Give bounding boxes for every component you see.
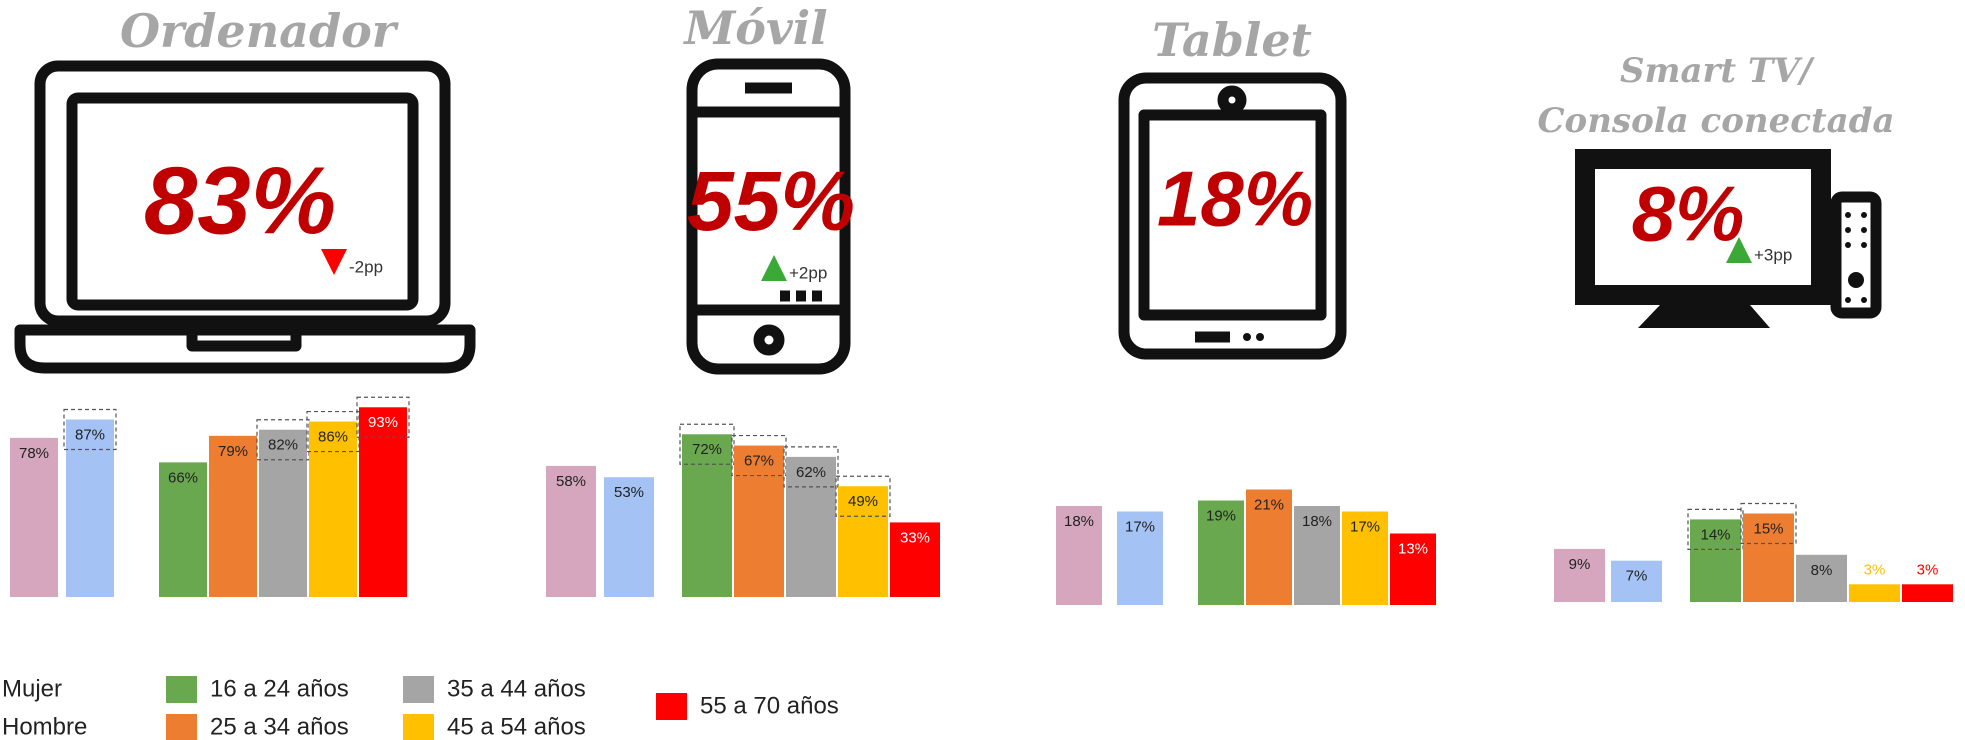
bar — [1611, 560, 1662, 602]
value-label: 18% — [1302, 513, 1332, 530]
dot — [1256, 333, 1264, 341]
value-label: 33% — [900, 529, 930, 546]
highlight-box — [356, 396, 410, 438]
value-label: 3% — [1864, 561, 1886, 578]
bar — [159, 462, 207, 597]
highlight-box — [783, 446, 839, 488]
bar — [682, 434, 732, 597]
device-title: Smart TV/ — [1620, 51, 1816, 91]
legend-label: 45 a 54 años — [447, 713, 586, 740]
device-title: Ordenador — [120, 4, 400, 58]
bar — [209, 435, 257, 597]
change-label: +2pp — [789, 263, 827, 282]
highlight-box — [1687, 508, 1744, 550]
headline-value: 83% — [144, 147, 336, 254]
bar — [838, 486, 888, 597]
device-title: Consola conectada — [1537, 101, 1894, 141]
bar — [1690, 519, 1741, 602]
bar — [1056, 506, 1102, 605]
bar — [309, 421, 357, 597]
bar — [1117, 511, 1163, 605]
bar — [1390, 533, 1436, 605]
bar — [1342, 511, 1388, 605]
bar — [1246, 489, 1292, 605]
value-label: 7% — [1626, 568, 1648, 585]
value-label: 14% — [1700, 526, 1730, 543]
value-label: 78% — [19, 445, 49, 462]
value-label: 17% — [1350, 518, 1380, 535]
value-label: 72% — [692, 441, 722, 458]
value-label: 19% — [1206, 507, 1236, 524]
bar — [66, 419, 114, 597]
highlight-box — [835, 475, 891, 517]
change-label: +3pp — [1754, 245, 1792, 264]
legend-label: 55 a 70 años — [700, 692, 839, 719]
value-label: 9% — [1569, 556, 1591, 573]
legend-swatch — [166, 676, 197, 703]
bar — [1554, 548, 1605, 602]
bar — [1796, 554, 1847, 602]
legend-swatch — [166, 714, 197, 740]
bar — [1902, 584, 1953, 602]
headline-value: 18% — [1157, 155, 1313, 243]
bar — [734, 445, 784, 597]
value-label: 66% — [168, 469, 198, 486]
bar — [786, 456, 836, 597]
device-title: Tablet — [1152, 13, 1312, 67]
change-down — [321, 249, 347, 275]
bar — [1743, 513, 1794, 602]
legend-label: 16 a 24 años — [210, 675, 349, 702]
legend-label: Hombre — [2, 713, 87, 740]
value-label: 18% — [1064, 513, 1094, 530]
value-label: 13% — [1398, 540, 1428, 557]
tablet-icon — [1118, 72, 1347, 360]
bar — [1294, 506, 1340, 605]
legend-swatch — [403, 714, 434, 740]
bar — [1198, 500, 1244, 605]
bar — [546, 465, 596, 597]
value-label: 93% — [368, 414, 398, 431]
value-label: 8% — [1811, 562, 1833, 579]
value-label: 15% — [1753, 520, 1783, 537]
value-label: 86% — [318, 429, 348, 446]
headline-value: 8% — [1632, 170, 1745, 258]
change-up — [761, 255, 787, 281]
highlight-box — [1740, 502, 1797, 545]
highlight-box — [679, 423, 735, 465]
bar — [10, 437, 58, 597]
legend-swatch — [656, 693, 687, 720]
dot — [1243, 333, 1251, 341]
bar — [259, 429, 307, 597]
value-label: 17% — [1125, 518, 1155, 535]
value-label: 79% — [218, 443, 248, 460]
tv-icon — [1575, 149, 1882, 328]
value-label: 49% — [848, 493, 878, 510]
value-label: 58% — [556, 473, 586, 490]
bar — [1849, 584, 1900, 602]
change-label: -2pp — [349, 257, 383, 276]
value-label: 62% — [796, 464, 826, 481]
change-up — [1726, 237, 1752, 263]
legend-label: Mujer — [2, 675, 62, 702]
value-label: 3% — [1917, 561, 1939, 578]
bar — [604, 477, 654, 597]
value-label: 21% — [1254, 496, 1284, 513]
value-label: 53% — [614, 484, 644, 501]
phone-icon — [686, 58, 851, 375]
bar — [359, 407, 407, 597]
bar — [890, 522, 940, 597]
value-label: 67% — [744, 453, 774, 470]
device-title: Móvil — [682, 1, 827, 55]
value-label: 82% — [268, 437, 298, 454]
laptop-icon — [14, 60, 476, 374]
value-label: 87% — [75, 426, 105, 443]
legend-swatch — [403, 676, 434, 703]
legend-label: 25 a 34 años — [210, 713, 349, 740]
highlight-box — [63, 408, 117, 451]
highlight-box — [731, 434, 787, 477]
legend-label: 35 a 44 años — [447, 675, 586, 702]
headline-value: 55% — [687, 154, 855, 248]
